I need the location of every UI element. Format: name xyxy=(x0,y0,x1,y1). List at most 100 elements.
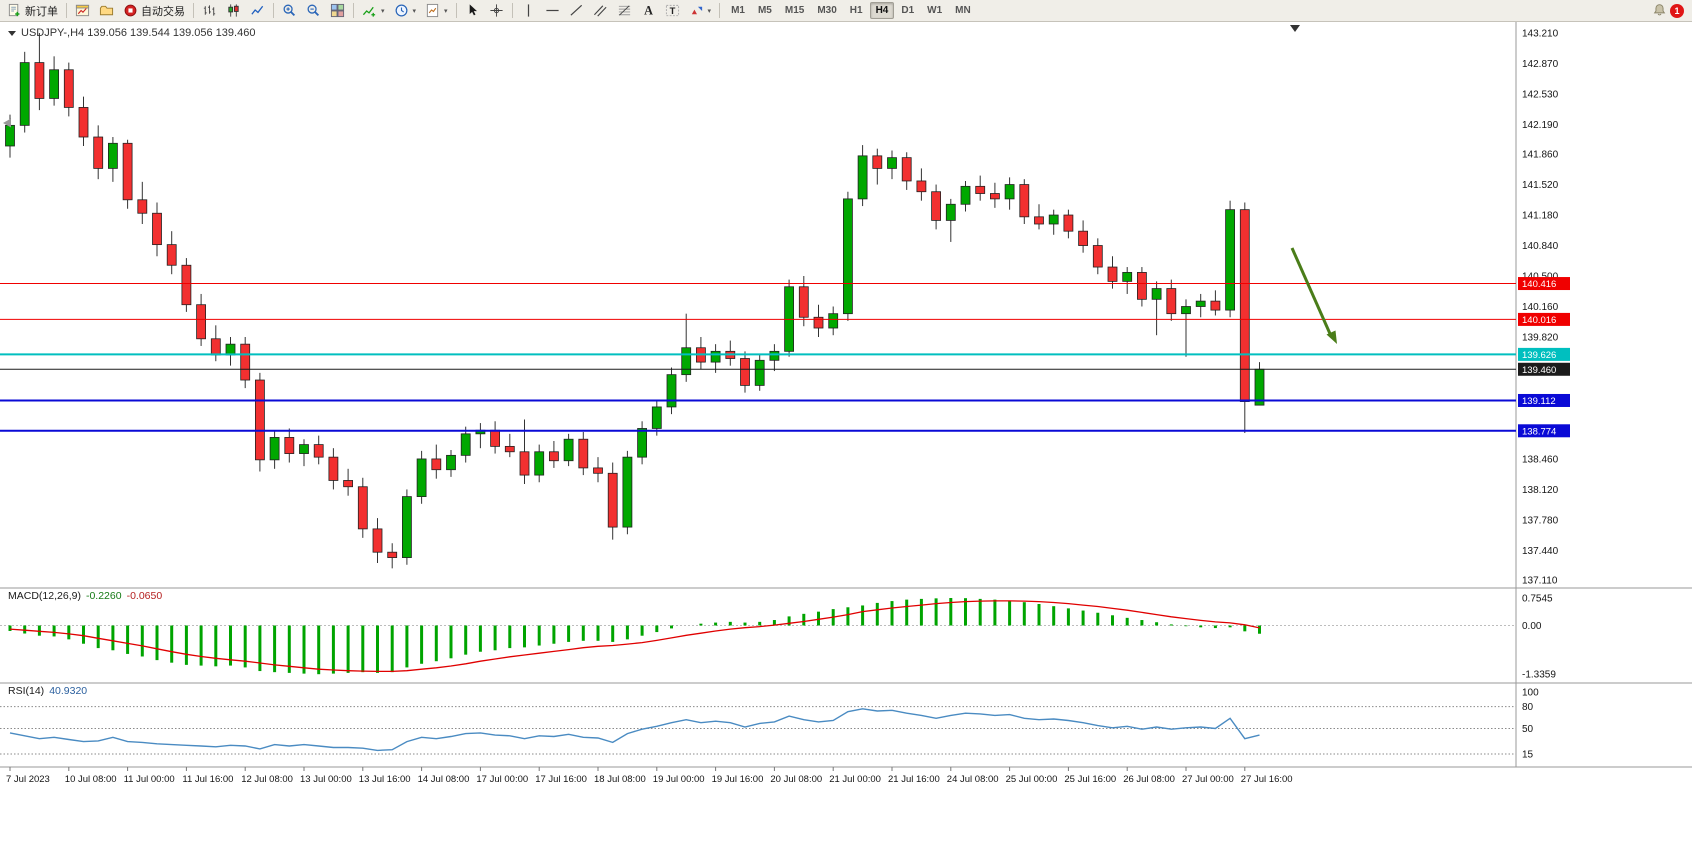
candle-body xyxy=(372,528,383,553)
channel-button[interactable] xyxy=(589,1,612,20)
candle-body xyxy=(1019,184,1030,218)
bid-price-line-tag[interactable]: 139.460 xyxy=(1518,362,1570,376)
main-toolbar: 新订单 自动交易 ▾ ▾ ▾ A T ▾ M1 M5 M15 M30 H1 H4 D1 W1 MN 1 xyxy=(0,0,1692,22)
text-button[interactable]: A xyxy=(637,1,660,20)
toolbar-separator xyxy=(66,3,67,18)
svg-text:A: A xyxy=(644,4,653,18)
time-axis-label: 26 Jul 08:00 xyxy=(1123,774,1175,785)
svg-text:138.774: 138.774 xyxy=(1522,426,1556,437)
chart-window-button[interactable] xyxy=(71,1,94,20)
time-axis-label: 25 Jul 16:00 xyxy=(1064,774,1116,785)
timeframe-m5-button[interactable]: M5 xyxy=(757,5,772,16)
candle-body xyxy=(1210,300,1221,311)
indicators-button[interactable]: ▾ xyxy=(358,1,389,20)
chart-shift-marker-icon[interactable] xyxy=(1290,25,1300,32)
auto-trading-button-label: 自动交易 xyxy=(141,5,185,18)
candle-body xyxy=(607,472,618,528)
candle-body xyxy=(1034,216,1044,225)
candle-body xyxy=(166,244,177,266)
notification-badge[interactable]: 1 xyxy=(1670,3,1684,18)
candle-body xyxy=(254,379,265,461)
fibonacci-icon xyxy=(617,3,632,18)
time-axis-label: 11 Jul 00:00 xyxy=(124,774,175,785)
label-icon: T xyxy=(665,3,680,18)
price-axis-label: 143.210 xyxy=(1522,29,1559,40)
hline-icon xyxy=(545,3,560,18)
new-order-button[interactable]: 新订单 xyxy=(3,1,62,20)
toolbar-separator xyxy=(511,3,513,18)
toolbar-separator xyxy=(193,3,194,18)
support-line-cyan-tag[interactable]: 139.626 xyxy=(1518,347,1570,361)
price-axis-label: 138.460 xyxy=(1522,454,1559,465)
horizontal-line-button[interactable] xyxy=(541,1,564,20)
label-button[interactable]: T xyxy=(661,1,684,20)
shapes-icon xyxy=(689,3,704,18)
candle-body xyxy=(813,316,824,329)
auto-trading-button[interactable]: 自动交易 xyxy=(119,1,189,20)
timeframe-w1-button[interactable]: W1 xyxy=(927,5,943,16)
candle-body xyxy=(990,193,1000,200)
bar-chart-button[interactable] xyxy=(198,1,221,20)
new-order-button-label: 新订单 xyxy=(25,5,58,18)
candle-body xyxy=(960,185,971,205)
candle-body xyxy=(1195,300,1206,307)
candle-body xyxy=(1092,245,1103,268)
fibonacci-button[interactable] xyxy=(613,1,636,20)
timeframe-m1-button[interactable]: M1 xyxy=(731,5,745,16)
timeframe-m15-button[interactable]: M15 xyxy=(784,5,805,16)
zoom-in-button[interactable] xyxy=(278,1,301,20)
resistance-line-lower-tag[interactable]: 140.016 xyxy=(1518,312,1570,326)
candle-body xyxy=(122,142,133,201)
time-axis-label: 7 Jul 2023 xyxy=(6,774,50,785)
chart-canvas[interactable]: 143.210 142.870 142.530 142.190 141.860 141.5… xyxy=(0,22,1692,850)
down-trend-arrow[interactable] xyxy=(1290,247,1337,344)
templates-button[interactable]: ▾ xyxy=(421,1,452,20)
candle-body xyxy=(431,458,442,471)
vertical-line-button[interactable] xyxy=(517,1,540,20)
candle-body xyxy=(5,124,15,147)
candle-body xyxy=(622,456,633,528)
time-axis-label: 13 Jul 00:00 xyxy=(300,774,352,785)
candle-body xyxy=(843,198,853,315)
trendline-button[interactable] xyxy=(565,1,588,20)
time-axis-label: 20 Jul 08:00 xyxy=(770,774,822,785)
candle-body xyxy=(901,157,912,182)
tile-windows-button[interactable] xyxy=(326,1,349,20)
candle-body xyxy=(710,350,721,363)
periods-button[interactable]: ▾ xyxy=(390,1,421,20)
candle-body xyxy=(769,350,780,361)
candle-body xyxy=(416,458,427,498)
zoom-out-button[interactable] xyxy=(302,1,325,20)
svg-text:140.416: 140.416 xyxy=(1522,279,1556,290)
resistance-line-upper-tag[interactable]: 140.416 xyxy=(1518,277,1570,291)
timeframe-h4-button[interactable]: H4 xyxy=(869,2,895,19)
cursor-button[interactable] xyxy=(461,1,484,20)
left-price-marker-icon xyxy=(3,118,11,128)
timeframe-d1-button[interactable]: D1 xyxy=(901,5,915,16)
profiles-icon xyxy=(99,3,114,18)
candle-body xyxy=(549,451,559,462)
support-line-blue-upper-tag[interactable]: 139.112 xyxy=(1518,393,1570,407)
timeframe-h1-button[interactable]: H1 xyxy=(849,5,863,16)
support-line-blue-lower-tag[interactable]: 138.774 xyxy=(1518,424,1570,438)
candle-body xyxy=(1078,230,1088,246)
shapes-button[interactable]: ▾ xyxy=(685,1,716,20)
candle-body xyxy=(357,486,368,530)
trendline-icon xyxy=(569,3,584,18)
timeframe-m30-button[interactable]: M30 xyxy=(817,5,837,16)
line-chart-button[interactable] xyxy=(246,1,269,20)
crosshair-button[interactable] xyxy=(485,1,508,20)
macd-histogram xyxy=(8,597,1261,675)
time-axis-label: 19 Jul 00:00 xyxy=(653,774,705,785)
profiles-button[interactable] xyxy=(95,1,118,20)
zoom-out-icon xyxy=(306,3,321,18)
candle-body xyxy=(328,456,339,481)
time-axis-label: 13 Jul 16:00 xyxy=(359,774,411,785)
timeframe-mn-button[interactable]: MN xyxy=(955,5,971,16)
candle-body xyxy=(534,451,545,476)
price-axis-label: 140.160 xyxy=(1522,302,1559,313)
candlestick-chart-button[interactable] xyxy=(222,1,245,20)
price-axis-label: 137.780 xyxy=(1522,515,1559,526)
bell-icon[interactable] xyxy=(1652,3,1667,18)
indicators-icon xyxy=(362,3,377,18)
